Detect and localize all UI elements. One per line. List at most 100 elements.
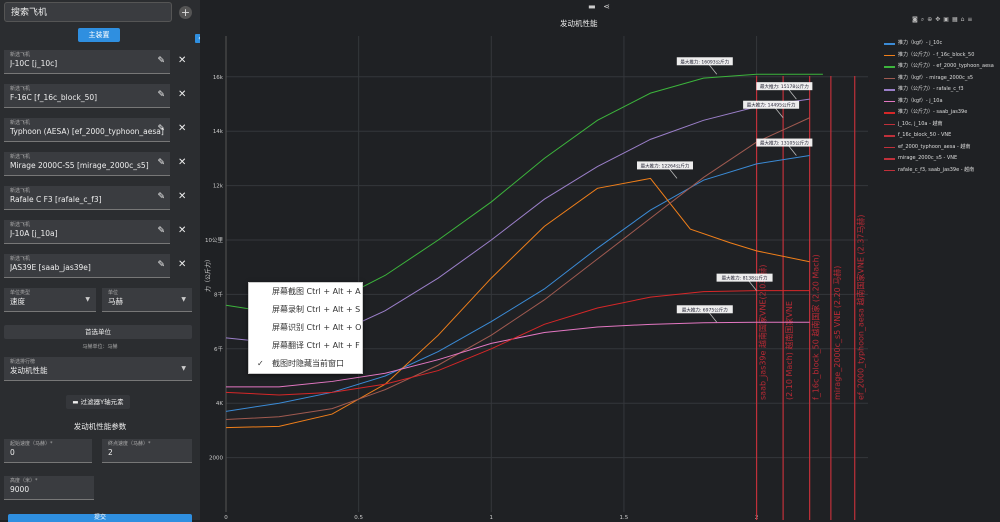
minimize-icon[interactable]: ▬ xyxy=(588,2,596,11)
altitude-field[interactable]: 高度（米）* 9000 xyxy=(4,476,94,500)
search-input[interactable]: 搜索飞机 xyxy=(4,2,172,22)
legend-item[interactable]: f_16c_block_50 - VNE xyxy=(882,130,1000,142)
remove-aircraft-icon[interactable]: ✕ xyxy=(178,191,187,202)
legend-label: ef_2000_typhoon_aesa - 越南 xyxy=(898,143,971,150)
pan-icon[interactable]: ✥ xyxy=(935,16,944,23)
aircraft-select-2[interactable]: 新选飞机 F-16C [f_16c_block_50] ✎ xyxy=(4,84,170,108)
pencil-icon[interactable]: ✎ xyxy=(157,56,165,66)
sidebar: 搜索飞机 + 主装置 新选飞机 J-10C [j_10c] ✎ ✕ 新选飞机 F-16C … xyxy=(0,0,201,522)
context-menu-item[interactable]: ✓ 截图时隐藏当前窗口 xyxy=(249,355,362,373)
context-menu-item[interactable]: 屏幕识别 Ctrl + Alt + O xyxy=(249,319,362,337)
primary-button-label: 主装置 xyxy=(88,31,110,39)
submit-button-label: 提交 xyxy=(93,514,106,521)
legend-swatch xyxy=(884,123,895,125)
primary-button[interactable]: 主装置 xyxy=(78,28,120,42)
context-menu-item[interactable]: 屏幕录制 Ctrl + Alt + S xyxy=(249,301,362,319)
legend-label: 推力（公斤力）- ef_2000_typhoon_aesa xyxy=(898,63,994,69)
context-menu-item[interactable]: 屏幕翻译 Ctrl + Alt + F xyxy=(249,337,362,355)
unit-type-select[interactable]: 单位类型 速度 ▼ xyxy=(4,288,96,312)
aircraft-field-label: 新选飞机 xyxy=(10,188,31,194)
legend-label: 推力（kgf）- mirage_2000c_s5 xyxy=(898,74,974,81)
aircraft-select-4[interactable]: 新选飞机 Mirage 2000C-S5 [mirage_2000c_s5] ✎ xyxy=(4,152,170,176)
legend-swatch xyxy=(884,77,895,79)
end-speed-field[interactable]: 终点速度（马赫）* 2 xyxy=(102,439,192,463)
context-menu-item[interactable]: 屏幕截图 Ctrl + Alt + A xyxy=(249,283,362,301)
pencil-icon[interactable]: ✎ xyxy=(157,158,165,168)
legend-swatch xyxy=(884,146,895,148)
first-unit-button[interactable]: 首选单位 xyxy=(4,325,192,339)
chart-modebar: ◙⌕⊕✥▣▦⌂≡ xyxy=(912,16,975,24)
unit-select[interactable]: 单位 马赫 ▼ xyxy=(102,288,192,312)
zoom-in-icon[interactable]: ⊕ xyxy=(927,16,936,23)
ranking-select[interactable]: 新选排行榜 发动机性能 ▼ xyxy=(4,357,192,381)
first-unit-button-label: 首选单位 xyxy=(85,328,111,336)
spike-icon[interactable]: ≡ xyxy=(967,16,976,23)
autoscale-icon[interactable]: ▦ xyxy=(951,16,961,23)
legend-item[interactable]: 推力（kgf）- mirage_2000c_s5 xyxy=(882,73,1000,85)
unit-type-value: 速度 xyxy=(10,297,25,306)
start-speed-field[interactable]: 起始速度（马赫）* 0 xyxy=(4,439,92,463)
pencil-icon[interactable]: ✎ xyxy=(157,260,165,270)
legend-label: 推力（kgf）- j_10c xyxy=(898,40,943,46)
unit-note: 马赫单位：马赫 xyxy=(82,344,118,350)
aircraft-select-7[interactable]: 新选飞机 JAS39E [saab_jas39e] ✎ xyxy=(4,254,170,278)
aircraft-value: J-10A [j_10a] xyxy=(10,229,58,238)
legend-label: 推力（公斤力）- f_16c_block_50 xyxy=(898,51,975,58)
share-icon[interactable]: ⋖ xyxy=(603,2,610,11)
camera-icon[interactable]: ◙ xyxy=(912,16,921,23)
legend-item[interactable]: 推力（公斤力）- ef_2000_typhoon_aesa xyxy=(882,61,1000,73)
unit-type-label: 单位类型 xyxy=(10,290,31,296)
legend-label: 推力（kgf）- j_10a xyxy=(898,97,943,104)
aircraft-select-1[interactable]: 新选飞机 J-10C [j_10c] ✎ xyxy=(4,50,170,74)
aircraft-select-5[interactable]: 新选飞机 Rafale C F3 [rafale_c_f3] ✎ xyxy=(4,186,170,210)
aircraft-select-6[interactable]: 新选飞机 J-10A [j_10a] ✎ xyxy=(4,220,170,244)
pencil-icon[interactable]: ✎ xyxy=(157,90,165,100)
filter-button[interactable]: ▬ 过滤器Y轴元素 xyxy=(66,395,130,409)
legend-item[interactable]: 推力（kgf）- j_10c xyxy=(882,38,1000,50)
chevron-down-icon: ▼ xyxy=(181,296,186,303)
legend-swatch xyxy=(884,66,895,68)
aircraft-value: Mirage 2000C-S5 [mirage_2000c_s5] xyxy=(10,161,149,170)
end-speed-label: 终点速度（马赫）* xyxy=(108,441,151,447)
context-menu: 屏幕截图 Ctrl + Alt + A 屏幕录制 Ctrl + Alt + S 屏幕… xyxy=(248,282,363,374)
legend-swatch xyxy=(884,89,895,91)
legend-label: 推力（公斤力）- rafale_c_f3 xyxy=(898,86,964,92)
remove-aircraft-icon[interactable]: ✕ xyxy=(178,89,187,100)
legend-item[interactable]: j_10c, j_10a - 越南 xyxy=(882,119,1000,131)
remove-aircraft-icon[interactable]: ✕ xyxy=(178,55,187,66)
context-menu-item-label: 屏幕截图 Ctrl + Alt + A xyxy=(272,287,361,296)
altitude-label: 高度（米）* xyxy=(10,478,38,484)
zoom-icon[interactable]: ⌕ xyxy=(920,16,928,23)
legend-label: j_10c, j_10a - 越南 xyxy=(898,120,943,127)
remove-aircraft-icon[interactable]: ✕ xyxy=(178,157,187,168)
pencil-icon[interactable]: ✎ xyxy=(157,226,165,236)
context-menu-item-label: 屏幕录制 Ctrl + Alt + S xyxy=(272,305,361,314)
remove-aircraft-icon[interactable]: ✕ xyxy=(178,225,187,236)
filter-icon: ▬ xyxy=(72,398,81,406)
unit-label: 单位 xyxy=(108,290,119,296)
remove-aircraft-icon[interactable]: ✕ xyxy=(178,259,187,270)
legend-item[interactable]: 推力（公斤力）- f_16c_block_50 xyxy=(882,50,1000,62)
start-speed-label: 起始速度（马赫）* xyxy=(10,441,53,447)
chart-title: 发动机性能 xyxy=(560,19,598,28)
pencil-icon[interactable]: ✎ xyxy=(157,192,165,202)
remove-aircraft-icon[interactable]: ✕ xyxy=(178,123,187,134)
legend-item[interactable]: 推力（公斤力）- rafale_c_f3 xyxy=(882,84,1000,96)
submit-button[interactable]: 提交 xyxy=(8,514,192,522)
pencil-icon[interactable]: ✎ xyxy=(157,124,165,134)
legend-item[interactable]: rafale_c_f3, saab_jas39e - 越南 xyxy=(882,165,1000,177)
legend-label: 推力（公斤力）- saab_jas39e xyxy=(898,109,968,115)
legend-item[interactable]: 推力（公斤力）- saab_jas39e xyxy=(882,107,1000,119)
unit-value: 马赫 xyxy=(108,297,123,306)
end-speed-value: 2 xyxy=(108,448,113,457)
aircraft-field-label: 新选飞机 xyxy=(10,154,31,160)
collapse-sidebar-icon[interactable]: ‹ xyxy=(195,34,204,43)
chevron-down-icon: ▼ xyxy=(181,365,186,372)
legend-item[interactable]: ef_2000_typhoon_aesa - 越南 xyxy=(882,142,1000,154)
legend-item[interactable]: mirage_2000c_s5 - VNE xyxy=(882,153,1000,165)
aircraft-select-3[interactable]: 新选飞机 Typhoon (AESA) [ef_2000_typhoon_aesa… xyxy=(4,118,170,142)
box-select-icon[interactable]: ▣ xyxy=(943,16,952,23)
add-aircraft-button[interactable]: + xyxy=(179,6,192,19)
reset-icon[interactable]: ⌂ xyxy=(960,16,968,23)
legend-item[interactable]: 推力（kgf）- j_10a xyxy=(882,96,1000,108)
